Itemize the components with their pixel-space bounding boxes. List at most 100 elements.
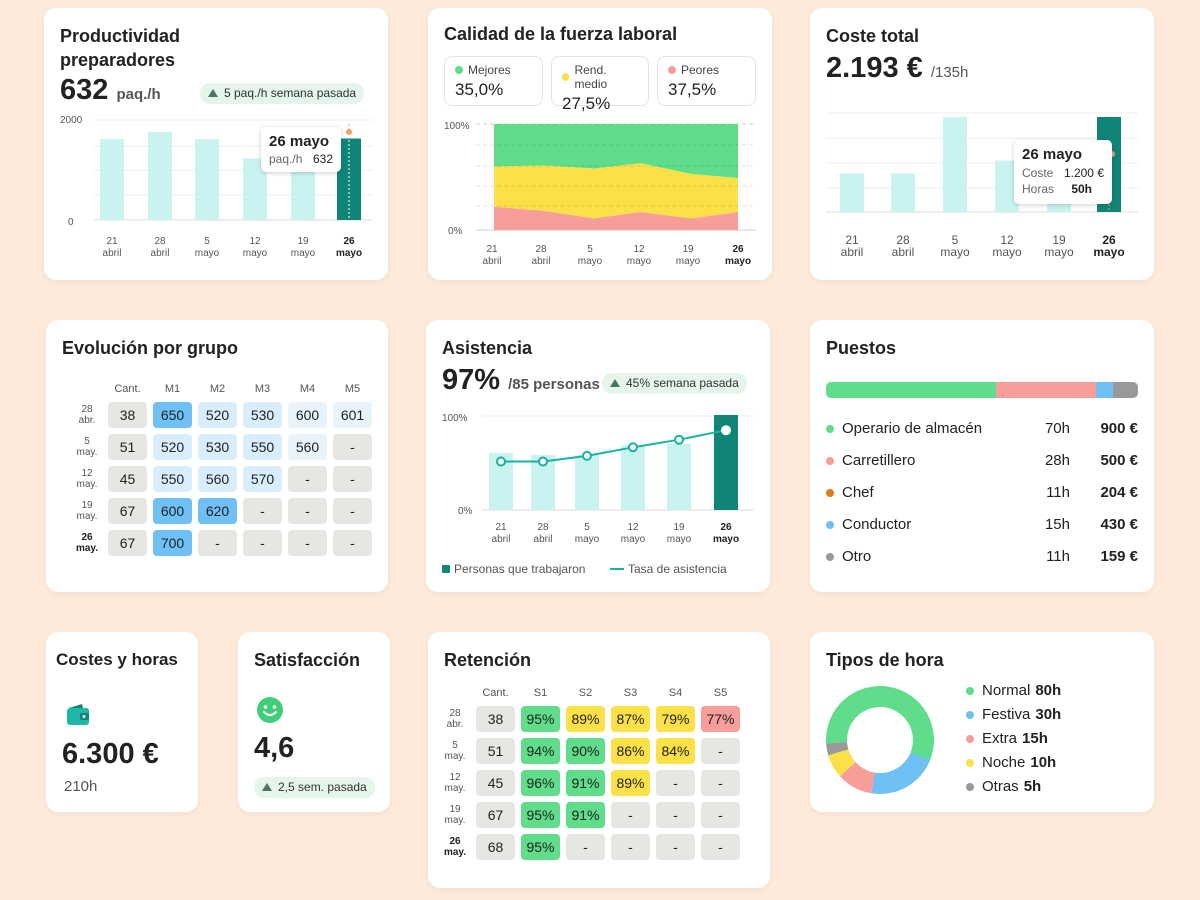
slice[interactable] [828,749,856,777]
table-cell[interactable]: 520 [153,434,192,460]
table-cell[interactable]: 601 [333,402,372,428]
table-cell[interactable]: 67 [108,498,147,524]
hour-type-row[interactable]: Festiva 30h [966,706,1061,723]
bar[interactable] [943,117,967,212]
position-row[interactable]: Carretillero 28h 500 € [826,452,1138,469]
table-cell[interactable]: 700 [153,530,192,556]
position-row[interactable]: Chef 11h 204 € [826,484,1138,501]
position-row[interactable]: Operario de almacén 70h 900 € [826,420,1138,437]
table-cell[interactable]: 89% [611,770,650,796]
table-cell[interactable]: - [333,498,372,524]
table-cell[interactable]: 95% [521,802,560,828]
slice[interactable] [839,762,875,794]
table-cell[interactable]: 87% [611,706,650,732]
bar[interactable] [840,173,864,212]
table-cell[interactable]: 51 [476,738,515,764]
satisfaction-trend-badge: 2,5 sem. pasada [254,777,375,798]
table-cell[interactable]: - [288,530,327,556]
hour-type-row[interactable]: Noche 10h [966,754,1056,771]
x-tick-label: mayo [940,245,970,259]
table-cell[interactable]: 550 [243,434,282,460]
position-row[interactable]: Conductor 15h 430 € [826,516,1138,533]
slice[interactable] [871,752,931,794]
line-point[interactable] [721,425,731,436]
table-cell[interactable]: 530 [243,402,282,428]
table-cell[interactable]: 550 [153,466,192,492]
legend-dot [966,710,974,719]
line-point[interactable] [582,450,592,461]
table-cell[interactable]: 94% [521,738,560,764]
hour-type-row[interactable]: Extra 15h [966,730,1048,747]
table-cell[interactable]: - [566,834,605,860]
legend-label-line: Tasa de asistencia [628,562,727,576]
table-cell[interactable]: - [333,530,372,556]
table-cell[interactable]: 45 [476,770,515,796]
bar[interactable] [621,445,645,510]
table-cell[interactable]: 51 [108,434,147,460]
bar[interactable] [100,139,124,220]
table-cell[interactable]: 84% [656,738,695,764]
table-cell[interactable]: 38 [476,706,515,732]
table-cell[interactable]: 600 [153,498,192,524]
legend-dot [966,758,974,767]
hour-type-name: Noche [982,754,1026,771]
table-cell[interactable]: 67 [476,802,515,828]
bar[interactable] [575,454,599,510]
table-cell[interactable]: - [656,802,695,828]
bar[interactable] [148,132,172,220]
table-cell[interactable]: - [243,498,282,524]
table-cell[interactable]: 45 [108,466,147,492]
table-cell[interactable]: 600 [288,402,327,428]
slice[interactable] [826,742,849,756]
table-cell[interactable]: 91% [566,802,605,828]
table-cell[interactable]: 79% [656,706,695,732]
table-cell[interactable]: 650 [153,402,192,428]
line-point[interactable] [538,456,548,467]
table-cell[interactable]: 530 [198,434,237,460]
table-cell[interactable]: 38 [108,402,147,428]
table-cell[interactable]: 95% [521,834,560,860]
x-tick-label: mayo [667,534,692,545]
x-tick-label: abril [841,245,864,259]
table-cell[interactable]: - [656,770,695,796]
table-cell[interactable]: - [656,834,695,860]
hour-type-row[interactable]: Normal 80h [966,682,1061,699]
table-cell[interactable]: 520 [198,402,237,428]
bar[interactable] [195,139,219,220]
table-cell[interactable]: - [333,434,372,460]
table-cell[interactable]: - [611,802,650,828]
position-row[interactable]: Otro 11h 159 € [826,548,1138,565]
table-cell[interactable]: 89% [566,706,605,732]
table-cell[interactable]: - [701,802,740,828]
table-cell[interactable]: - [288,466,327,492]
bar[interactable] [667,443,691,511]
line-point[interactable] [674,434,684,445]
table-cell[interactable]: - [288,498,327,524]
table-cell[interactable]: - [701,738,740,764]
table-cell[interactable]: 67 [108,530,147,556]
table-cell[interactable]: - [333,466,372,492]
table-cell[interactable]: 77% [701,706,740,732]
table-cell[interactable]: 90% [566,738,605,764]
bar[interactable] [891,173,915,212]
legend-swatch-bars [442,565,450,573]
table-cell[interactable]: 68 [476,834,515,860]
table-cell[interactable]: 560 [198,466,237,492]
table-cell[interactable]: 86% [611,738,650,764]
table-cell[interactable]: 620 [198,498,237,524]
table-cell[interactable]: - [611,834,650,860]
table-cell[interactable]: 96% [521,770,560,796]
line-point[interactable] [496,456,506,467]
legend-label: Peores [681,63,720,77]
table-cell[interactable]: - [243,530,282,556]
table-cell[interactable]: 570 [243,466,282,492]
table-cell[interactable]: - [701,834,740,860]
table-cell[interactable]: 560 [288,434,327,460]
table-cell[interactable]: 95% [521,706,560,732]
slice[interactable] [826,686,934,761]
table-cell[interactable]: 91% [566,770,605,796]
hour-type-row[interactable]: Otras 5h [966,778,1041,795]
table-cell[interactable]: - [701,770,740,796]
line-point[interactable] [628,442,638,453]
table-cell[interactable]: - [198,530,237,556]
